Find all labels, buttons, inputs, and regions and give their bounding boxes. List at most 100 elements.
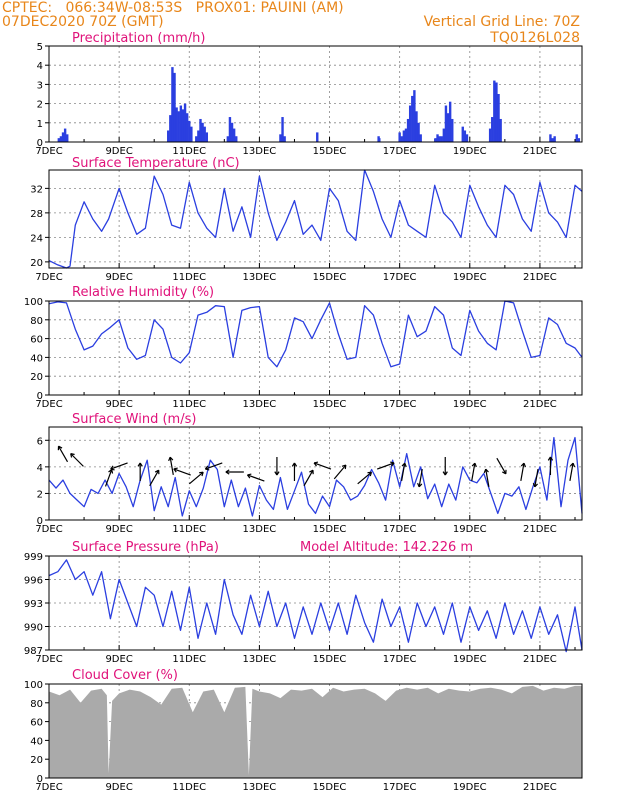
wind-arrow-head (483, 468, 489, 474)
x-tick-label: 11DEC (172, 272, 206, 283)
wind-arrow-head (417, 482, 423, 488)
y-tick-label: 3 (37, 80, 43, 91)
x-tick-label: 17DEC (383, 399, 417, 410)
x-tick-label: 9DEC (105, 524, 132, 535)
precip-bar (491, 117, 494, 142)
x-tick-label: 11DEC (172, 399, 206, 410)
precip-bar (451, 118, 454, 142)
y-tick-label: 1 (37, 119, 43, 130)
wind-arrow (496, 457, 507, 475)
y-tick-label: 20 (30, 372, 43, 383)
wind-arrow-head (168, 456, 174, 462)
wind-arrow-head (173, 467, 178, 473)
y-tick-label: 80 (30, 699, 43, 710)
y-tick-label: 40 (30, 353, 43, 364)
precip-bar (551, 138, 554, 142)
x-tick-label: 17DEC (383, 654, 417, 665)
wind-arrow (104, 469, 113, 487)
x-tick-label: 15DEC (313, 654, 347, 665)
wind-arrow-head (390, 461, 395, 467)
x-tick-label: 7DEC (35, 654, 62, 665)
wind-arrow-head (401, 462, 407, 468)
wind-arrow (418, 469, 423, 487)
wind-arrow-head (532, 482, 538, 488)
precip-bar (463, 130, 467, 142)
wind-arrow (247, 474, 265, 482)
precip-bar (436, 134, 439, 142)
x-tick-label: 19DEC (453, 782, 487, 793)
wind-arrow (313, 462, 332, 470)
y-tick-label: 32 (30, 184, 43, 195)
panel-frame (48, 169, 583, 269)
precip-bar (185, 113, 189, 142)
wind-arrow (569, 463, 574, 481)
precip-bar (465, 134, 469, 142)
wind-arrow-head (309, 469, 314, 475)
temp-series-line (48, 169, 583, 269)
precip-bar (179, 105, 183, 142)
x-tick-label: 21DEC (523, 654, 557, 665)
precip-bar (195, 136, 198, 142)
precip-bar (461, 126, 464, 142)
precip-bar (553, 136, 556, 142)
x-tick-label: 19DEC (453, 524, 487, 535)
y-tick-label: 60 (30, 335, 43, 346)
precip-bar (281, 117, 284, 142)
precip-bar (408, 105, 412, 142)
x-tick-label: 7DEC (35, 782, 62, 793)
wind-series-line (48, 436, 583, 517)
wind-arrow-head (154, 469, 160, 475)
precip-bar (235, 136, 238, 142)
x-tick-label: 11DEC (172, 782, 206, 793)
precip-bar (59, 136, 63, 142)
wind-arrow (357, 471, 372, 485)
x-tick-label: 15DEC (313, 146, 347, 157)
wind-arrow (534, 469, 539, 487)
y-tick-label: 80 (30, 316, 43, 327)
x-tick-label: 7DEC (35, 146, 62, 157)
wind-arrow-head (108, 469, 114, 474)
y-tick-label: 0 (37, 774, 43, 785)
wind-arrows (57, 445, 576, 488)
pressure-panel: 7DEC 9DEC 11DEC 13DEC 15DEC 17DEC 19DEC 21DEC 98… (24, 540, 583, 665)
precip-bar (199, 118, 202, 142)
y-tick-label: 28 (30, 209, 43, 220)
y-tick-label: 24 (30, 233, 43, 244)
x-tick-label: 17DEC (383, 272, 417, 283)
panel-title: Precipitation (mm/h) (72, 31, 205, 46)
panel-title: Surface Wind (m/s) (72, 412, 196, 427)
wind-arrow-head (341, 464, 347, 470)
x-tick-label: 21DEC (523, 399, 557, 410)
x-tick-label: 7DEC (35, 272, 62, 283)
wind-arrow (58, 445, 69, 463)
precip-bar (577, 138, 581, 142)
wind-arrow-head (57, 445, 63, 451)
x-tick-label: 9DEC (105, 654, 132, 665)
pressure-series-line (48, 559, 583, 653)
precip-bar (549, 134, 552, 142)
precip-bar (177, 111, 180, 142)
precip-bar (438, 136, 441, 142)
wind-arrow (188, 471, 204, 485)
x-tick-label: 9DEC (105, 272, 132, 283)
precip-bar (66, 134, 69, 142)
precip-bar (175, 107, 178, 142)
wind-arrow (333, 464, 347, 480)
x-tick-label: 19DEC (453, 399, 487, 410)
y-tick-label: 990 (24, 623, 43, 634)
wind-arrow (70, 453, 84, 467)
x-tick-label: 21DEC (523, 146, 557, 157)
x-tick-label: 17DEC (383, 524, 417, 535)
precip-bar (61, 132, 65, 142)
precip-bar (415, 111, 418, 142)
header-model-id: TQ0126L028 (490, 30, 580, 46)
x-tick-label: 21DEC (523, 524, 557, 535)
y-tick-label: 993 (24, 599, 43, 610)
temp-panel: 7DEC 9DEC 11DEC 13DEC 15DEC 17DEC 19DEC 21DEC 20… (30, 156, 583, 283)
y-tick-label: 0 (37, 138, 43, 149)
x-tick-label: 9DEC (105, 146, 132, 157)
x-tick-label: 9DEC (105, 399, 132, 410)
precip-bar (183, 103, 187, 142)
wind-arrow (110, 462, 128, 470)
